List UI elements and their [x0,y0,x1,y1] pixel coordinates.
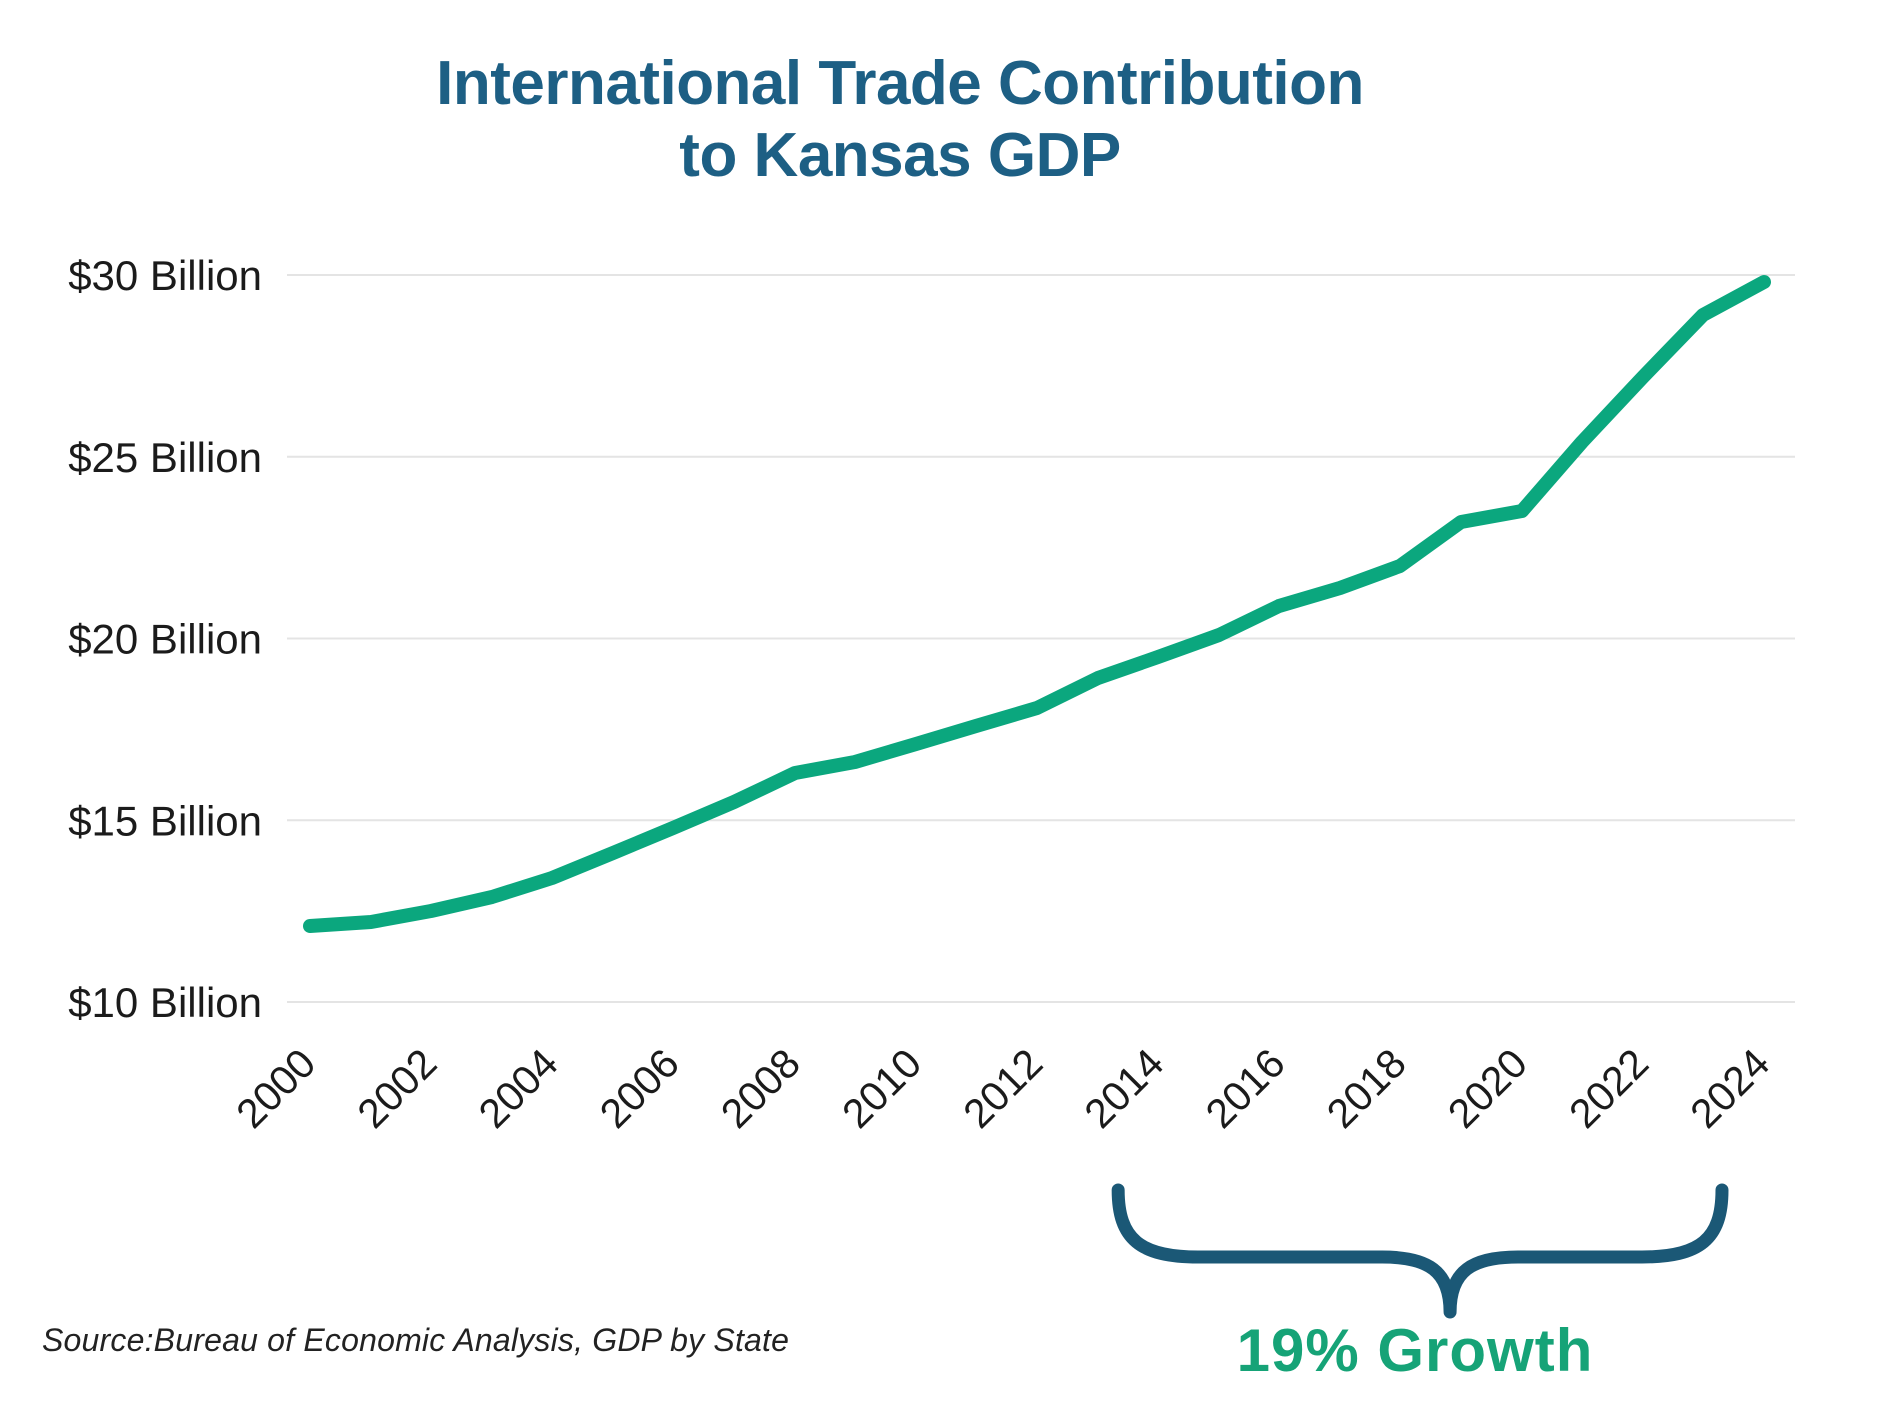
chart-title: International Trade Contribution to Kans… [0,48,1800,192]
x-axis-label: 2004 [470,1040,567,1137]
x-axis-label: 2020 [1439,1040,1536,1137]
x-axis-label: 2006 [591,1040,688,1137]
x-axis-label: 2000 [227,1040,324,1137]
y-axis-label: $30 Billion [68,252,262,299]
growth-brace [1111,1183,1729,1319]
x-axis-label: 2010 [833,1040,930,1137]
y-axis-label: $10 Billion [68,979,262,1026]
x-axis-label: 2016 [1197,1040,1294,1137]
chart-title-line1: International Trade Contribution [436,49,1364,118]
x-axis-label: 2024 [1681,1040,1778,1137]
x-axis-label: 2012 [954,1040,1051,1137]
x-axis-label: 2022 [1560,1040,1657,1137]
x-axis-label: 2018 [1318,1040,1415,1137]
gdp-line [303,275,1771,933]
y-axis-label: $20 Billion [68,616,262,663]
x-axis-label: 2014 [1075,1040,1172,1137]
x-axis-label: 2002 [349,1040,446,1137]
source-note: Source:Bureau of Economic Analysis, GDP … [42,1322,790,1358]
y-axis-label: $25 Billion [68,434,262,481]
y-axis-label: $15 Billion [68,797,262,844]
x-axis-label: 2008 [712,1040,809,1137]
chart-title-line2: to Kansas GDP [679,120,1121,190]
growth-annotation-label: 19% Growth [1236,1317,1594,1384]
